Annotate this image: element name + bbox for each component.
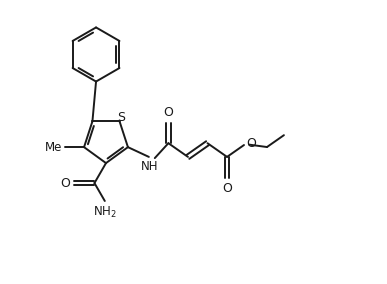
Text: NH: NH <box>140 160 158 173</box>
Text: Me: Me <box>45 141 62 154</box>
Text: O: O <box>163 106 173 118</box>
Text: O: O <box>60 177 70 189</box>
Text: O: O <box>222 181 232 195</box>
Text: O: O <box>246 137 256 150</box>
Text: NH$_2$: NH$_2$ <box>93 205 117 220</box>
Text: S: S <box>117 111 125 124</box>
